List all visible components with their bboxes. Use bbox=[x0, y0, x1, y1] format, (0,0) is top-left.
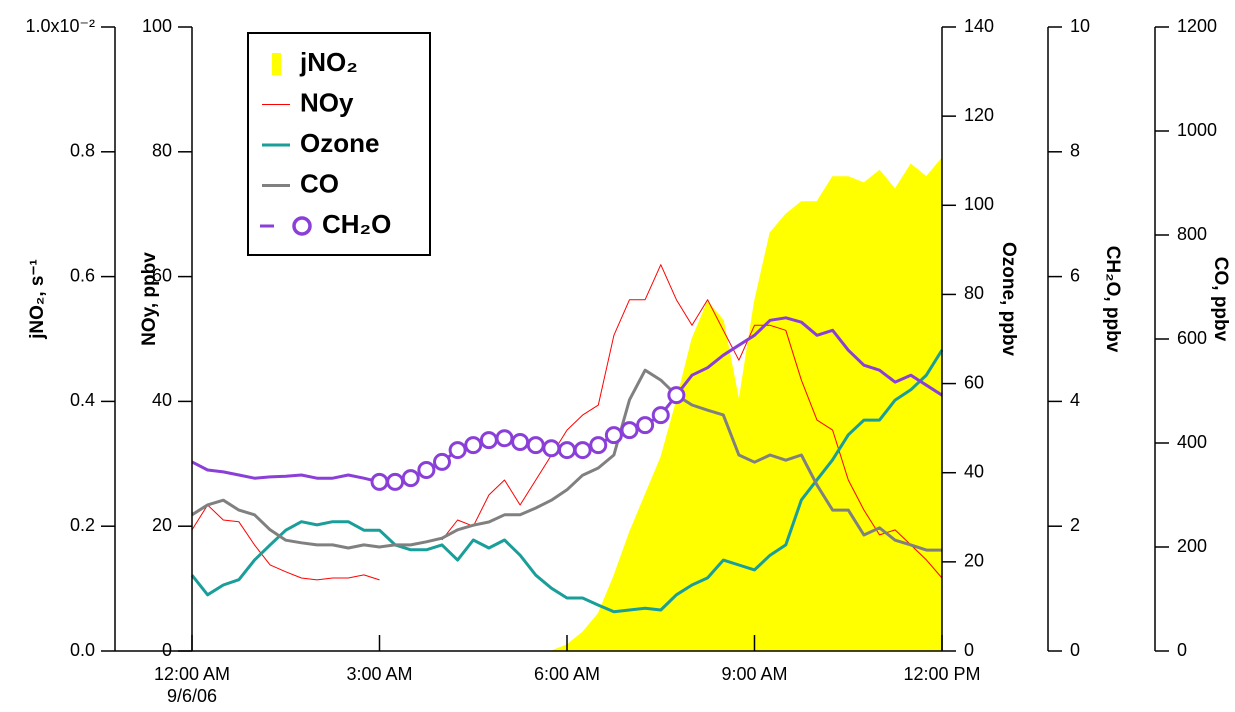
x-tick-label: 3:00 AM bbox=[346, 664, 412, 684]
marker bbox=[651, 406, 670, 425]
legend-label: jNO₂ bbox=[299, 47, 358, 77]
y-axis-title: Ozone, ppbv bbox=[998, 242, 1019, 356]
y-tick-label: 4 bbox=[1070, 390, 1080, 410]
marker bbox=[495, 429, 514, 448]
marker bbox=[448, 441, 467, 460]
legend-label: Ozone bbox=[300, 128, 379, 158]
x-tick-label: 9:00 AM bbox=[721, 664, 787, 684]
marker bbox=[417, 461, 436, 480]
y-tick-label: 20 bbox=[964, 551, 984, 571]
x-tick-label: 6:00 AM bbox=[534, 664, 600, 684]
marker bbox=[589, 436, 608, 455]
legend-marker bbox=[292, 216, 312, 236]
y-tick-label: 40 bbox=[964, 461, 984, 481]
y-tick-label: 2 bbox=[1070, 515, 1080, 535]
line bbox=[190, 349, 944, 614]
y-tick-label: 0 bbox=[1070, 640, 1080, 660]
y-tick-label: 20 bbox=[152, 515, 172, 535]
y-tick-label: 800 bbox=[1177, 224, 1207, 244]
x-tick-label: 12:00 PM bbox=[903, 664, 980, 684]
y-tick-label: 1000 bbox=[1177, 120, 1217, 140]
legend-label: NOy bbox=[300, 87, 354, 117]
legend-label: CO bbox=[300, 168, 339, 198]
marker bbox=[479, 431, 498, 450]
y-tick-label: 1200 bbox=[1177, 16, 1217, 36]
marker bbox=[573, 441, 592, 460]
legend-swatch bbox=[272, 53, 281, 75]
y-tick-label: 0.2 bbox=[70, 515, 95, 535]
y-tick-label: 80 bbox=[152, 141, 172, 161]
y-tick-label: 400 bbox=[1177, 432, 1207, 452]
y-axis-title: CO, ppbv bbox=[1210, 257, 1231, 342]
y-tick-label: 40 bbox=[152, 390, 172, 410]
y-axis-title: NOy, ppbv bbox=[139, 252, 160, 346]
legend-label: CH₂O bbox=[322, 209, 391, 239]
y-tick-label: 6 bbox=[1070, 265, 1080, 285]
y-tick-label: 200 bbox=[1177, 536, 1207, 556]
marker bbox=[667, 386, 686, 405]
y-tick-label: 100 bbox=[142, 16, 172, 36]
y-tick-label: 600 bbox=[1177, 328, 1207, 348]
marker bbox=[620, 421, 639, 440]
y-tick-label: 0.4 bbox=[70, 390, 95, 410]
y-tick-label: 8 bbox=[1070, 141, 1080, 161]
y-tick-label: 80 bbox=[964, 283, 984, 303]
y-tick-label: 60 bbox=[152, 265, 172, 285]
area bbox=[551, 156, 943, 652]
y-tick-label: 0.0 bbox=[70, 640, 95, 660]
marker bbox=[511, 432, 530, 451]
y-tick-label: 10 bbox=[1070, 16, 1090, 36]
marker bbox=[401, 469, 420, 488]
marker bbox=[636, 416, 655, 435]
y-axis-title: CH₂O, ppbv bbox=[1102, 246, 1123, 353]
y-tick-label: 0.6 bbox=[70, 265, 95, 285]
y-tick-label: 1.0x10⁻² bbox=[25, 16, 95, 36]
y-axis-title: jNO₂, s⁻¹ bbox=[27, 259, 48, 340]
y-tick-label: 120 bbox=[964, 105, 994, 125]
y-tick-label: 0 bbox=[162, 640, 172, 660]
marker bbox=[433, 452, 451, 471]
x-tick-label: 12:00 AM bbox=[154, 664, 230, 684]
marker bbox=[542, 439, 561, 458]
line bbox=[191, 264, 943, 581]
y-tick-label: 0 bbox=[1177, 640, 1187, 660]
x-date-label: 9/6/06 bbox=[167, 686, 217, 706]
y-tick-label: 140 bbox=[964, 16, 994, 36]
y-tick-label: 0.8 bbox=[70, 141, 95, 161]
marker bbox=[526, 436, 545, 455]
marker bbox=[604, 426, 623, 445]
line bbox=[191, 368, 942, 552]
y-tick-label: 100 bbox=[964, 194, 994, 214]
marker bbox=[464, 436, 483, 455]
marker bbox=[558, 441, 576, 460]
y-tick-label: 60 bbox=[964, 372, 984, 392]
marker bbox=[386, 472, 405, 491]
marker bbox=[370, 472, 389, 491]
y-tick-label: 0 bbox=[964, 640, 974, 660]
